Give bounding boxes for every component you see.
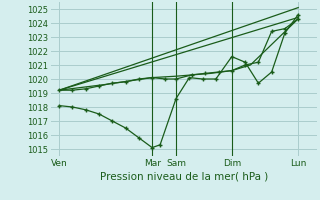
X-axis label: Pression niveau de la mer( hPa ): Pression niveau de la mer( hPa ) (100, 172, 268, 182)
